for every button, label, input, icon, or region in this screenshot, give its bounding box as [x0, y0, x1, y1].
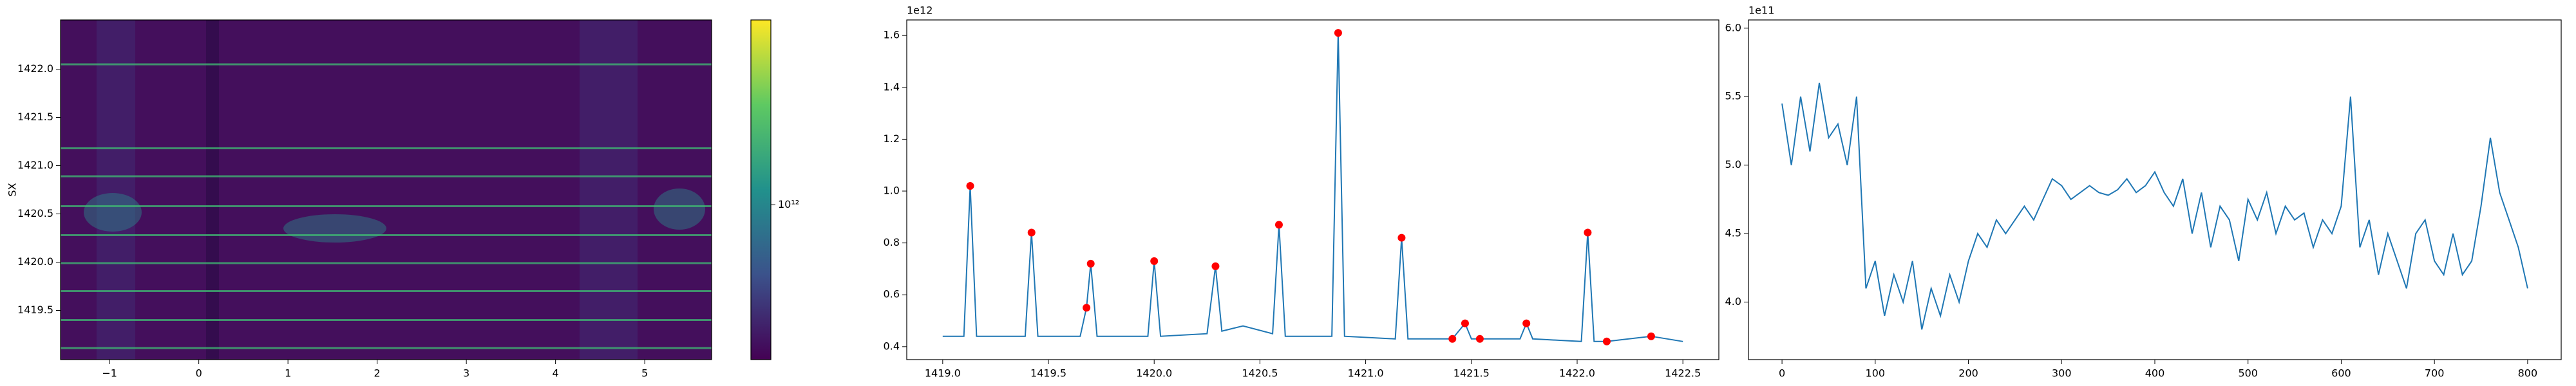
x-tick-label: 600	[2331, 367, 2351, 380]
line	[942, 33, 1683, 342]
y-tick-label: 5.5	[1725, 90, 1741, 102]
y-tick-label: 6.0	[1725, 21, 1741, 33]
x-tick-label: 0	[1779, 367, 1785, 380]
y-tick-label: 1421.0	[17, 159, 53, 171]
heatmap-background	[61, 20, 712, 360]
y-tick-label: 1420.0	[17, 255, 53, 268]
y-tick-label: 1422.0	[17, 62, 53, 75]
x-tick-label: 4	[553, 367, 559, 380]
peak-marker	[1584, 228, 1592, 237]
peak-marker	[1522, 319, 1531, 327]
x-tick-label: 2	[374, 367, 381, 380]
peak-marker	[1448, 335, 1457, 343]
x-tick-label: 1	[285, 367, 291, 380]
offset-text: 1e12	[907, 5, 933, 17]
x-tick-label: 1419.0	[925, 367, 961, 380]
x-tick-label: 500	[2238, 367, 2258, 380]
y-tick-label: 0.6	[884, 288, 900, 300]
y-tick-label: 1419.5	[17, 304, 53, 316]
heatmap-blob	[84, 193, 142, 232]
peak-marker	[1086, 259, 1095, 268]
x-tick-label: 1420.5	[1242, 367, 1278, 380]
x-tick-label: 200	[1958, 367, 1978, 380]
y-tick-label: 4.0	[1725, 295, 1741, 308]
peak-marker	[1211, 262, 1220, 270]
y-tick-label: 1.4	[884, 80, 900, 93]
axes-frame	[60, 19, 712, 360]
colorbar	[751, 20, 771, 360]
axes-frame	[906, 19, 1719, 360]
peak-marker	[1647, 332, 1655, 340]
x-tick-label: 1419.5	[1030, 367, 1066, 380]
colorbar-tick-label: 10¹²	[778, 198, 799, 210]
y-tick-label: 1.6	[884, 29, 900, 41]
colorbar-frame	[750, 19, 772, 360]
x-tick-label: 700	[2425, 367, 2445, 380]
y-tick-label: 0.4	[884, 340, 900, 352]
peak-marker	[1397, 234, 1406, 242]
line	[1781, 82, 2528, 330]
peak-marker	[1475, 335, 1484, 343]
y-tick-label: 0.8	[884, 236, 900, 248]
offset-text: 1e11	[1748, 5, 1774, 17]
y-tick-label: 5.0	[1725, 158, 1741, 170]
x-tick-label: −1	[102, 367, 117, 380]
peak-marker	[1274, 221, 1283, 229]
heatmap-band	[580, 20, 638, 360]
peak-marker	[1083, 304, 1091, 312]
heatmap-band	[206, 20, 219, 360]
x-tick-label: 1421.5	[1454, 367, 1490, 380]
y-tick-label: 1421.5	[17, 111, 53, 123]
y-tick-label: 1.0	[884, 185, 900, 197]
x-tick-label: 5	[641, 367, 648, 380]
peak-marker	[1334, 29, 1342, 37]
peak-marker	[1461, 319, 1469, 327]
heatmap-band	[97, 20, 135, 360]
x-tick-label: 400	[2145, 367, 2165, 380]
peak-marker	[1150, 257, 1159, 265]
x-tick-label: 800	[2518, 367, 2538, 380]
x-tick-label: 1422.5	[1665, 367, 1701, 380]
heatmap-blob	[283, 214, 386, 243]
heatmap-blob	[654, 188, 705, 230]
x-tick-label: 3	[463, 367, 469, 380]
y-axis-label: SX	[6, 183, 19, 196]
x-tick-label: 1421.0	[1348, 367, 1384, 380]
axes-frame	[1748, 19, 2562, 360]
peak-marker	[1602, 337, 1611, 345]
peak-marker	[1027, 228, 1036, 237]
y-tick-label: 1420.5	[17, 207, 53, 219]
x-tick-label: 300	[2052, 367, 2072, 380]
x-tick-label: 1422.0	[1559, 367, 1595, 380]
heatmap-rows	[61, 63, 712, 349]
y-tick-label: 4.5	[1725, 227, 1741, 239]
x-tick-label: 100	[1866, 367, 1886, 380]
x-tick-label: 1420.0	[1136, 367, 1172, 380]
heatmap-area	[61, 20, 712, 360]
x-tick-label: 0	[196, 367, 202, 380]
peak-marker	[966, 181, 974, 190]
y-tick-label: 1.2	[884, 133, 900, 145]
